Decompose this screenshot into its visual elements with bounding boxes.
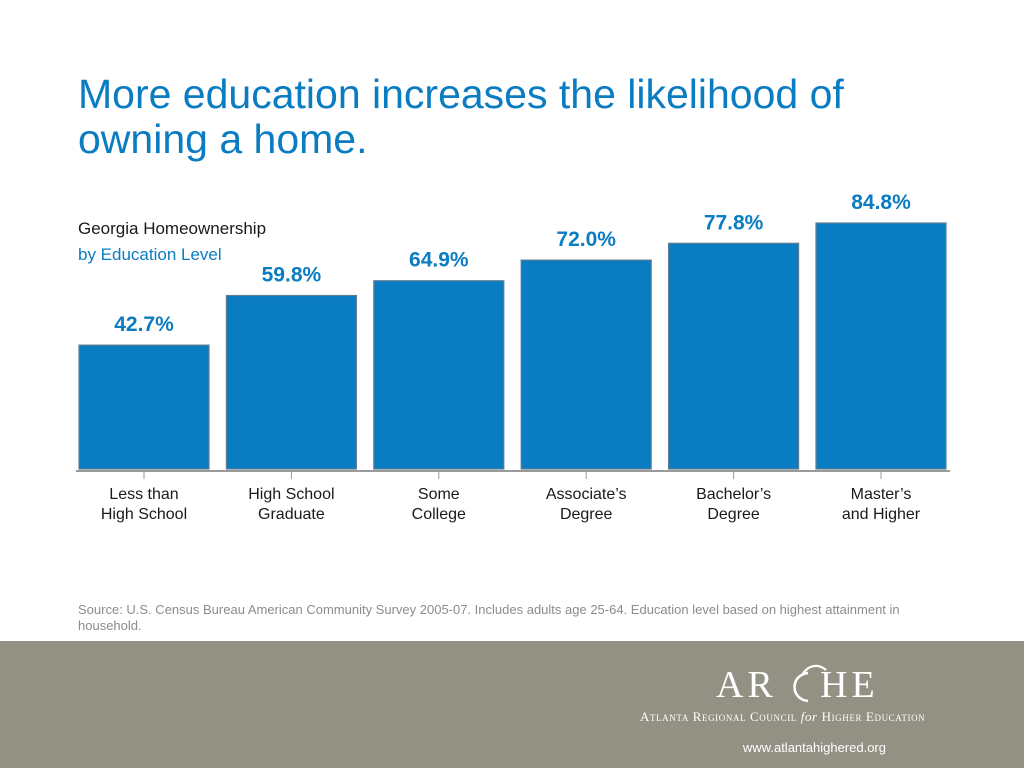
source-note: Source: U.S. Census Bureau American Comm… bbox=[78, 602, 900, 633]
category-label: and Higher bbox=[842, 506, 921, 523]
org-name-connector: for bbox=[800, 709, 818, 724]
footer-band bbox=[0, 641, 1024, 768]
org-name: Atlanta Regional Council for Higher Educ… bbox=[640, 709, 970, 725]
category-label: Graduate bbox=[258, 506, 325, 523]
bar-value-label: 84.8% bbox=[851, 191, 911, 214]
bar bbox=[373, 280, 505, 470]
bar bbox=[78, 344, 210, 470]
org-name-part2: Higher Education bbox=[821, 709, 926, 724]
chart-title: Georgia Homeownership bbox=[78, 219, 267, 238]
category-label: High School bbox=[248, 486, 334, 503]
category-label: College bbox=[412, 506, 466, 523]
bar-value-label: 42.7% bbox=[114, 313, 174, 336]
bar-value-label: 72.0% bbox=[556, 228, 616, 251]
bar-value-label: 64.9% bbox=[409, 249, 469, 272]
chart-subtitle: by Education Level bbox=[78, 245, 222, 264]
category-label: Some bbox=[418, 486, 460, 503]
bar bbox=[667, 242, 800, 470]
bar-value-label: 77.8% bbox=[704, 211, 764, 234]
slide-headline: More education increases the likelihood … bbox=[78, 71, 844, 162]
category-label: Degree bbox=[707, 506, 760, 523]
category-label: Associate’s bbox=[546, 486, 627, 503]
svg-text:HE: HE bbox=[820, 664, 879, 706]
category-label: High School bbox=[101, 506, 187, 523]
category-label: Less than bbox=[109, 486, 178, 503]
bar bbox=[815, 222, 947, 470]
svg-text:AR: AR bbox=[716, 664, 777, 706]
arche-logo: AR HE bbox=[716, 664, 879, 706]
category-label: Bachelor’s bbox=[696, 486, 771, 503]
category-label: Master’s bbox=[851, 486, 912, 503]
bar-value-label: 59.8% bbox=[262, 264, 322, 287]
category-label: Degree bbox=[560, 506, 613, 523]
bar bbox=[225, 294, 357, 470]
website-link[interactable]: www.atlantahighered.org bbox=[742, 740, 886, 755]
bar-chart: 42.7% Less than High School 59.8% High Schoo… bbox=[76, 191, 950, 523]
org-name-part1: Atlanta Regional Council bbox=[640, 709, 797, 724]
bar bbox=[520, 259, 652, 470]
